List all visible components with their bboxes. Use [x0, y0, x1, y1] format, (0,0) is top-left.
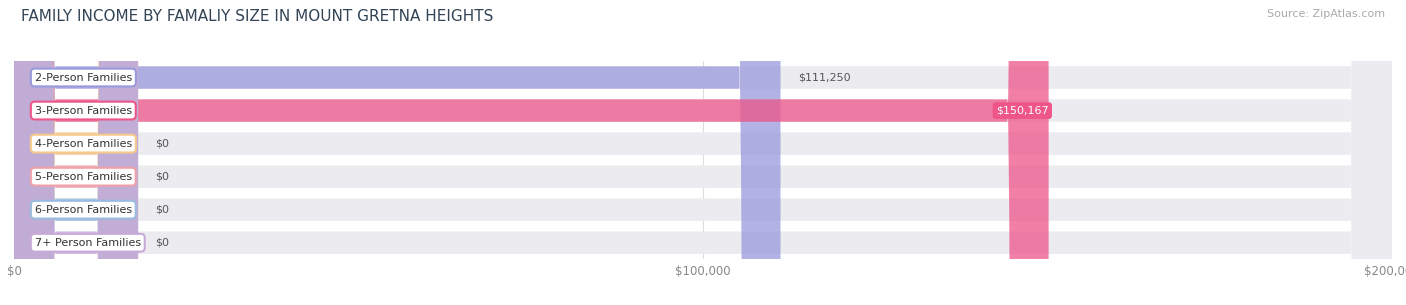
FancyBboxPatch shape — [14, 0, 138, 305]
FancyBboxPatch shape — [14, 0, 780, 305]
Text: 6-Person Families: 6-Person Families — [35, 205, 132, 215]
Text: $111,250: $111,250 — [797, 73, 851, 83]
Text: 2-Person Families: 2-Person Families — [35, 73, 132, 83]
FancyBboxPatch shape — [14, 0, 138, 305]
FancyBboxPatch shape — [14, 0, 1392, 305]
FancyBboxPatch shape — [14, 0, 1392, 305]
Text: 5-Person Families: 5-Person Families — [35, 172, 132, 182]
Text: 7+ Person Families: 7+ Person Families — [35, 238, 141, 248]
Text: $0: $0 — [155, 238, 169, 248]
Text: 3-Person Families: 3-Person Families — [35, 106, 132, 116]
FancyBboxPatch shape — [14, 0, 1049, 305]
FancyBboxPatch shape — [14, 0, 1392, 305]
FancyBboxPatch shape — [14, 0, 1392, 305]
Text: $0: $0 — [155, 138, 169, 149]
FancyBboxPatch shape — [14, 0, 1392, 305]
Text: 4-Person Families: 4-Person Families — [35, 138, 132, 149]
FancyBboxPatch shape — [14, 0, 1392, 305]
FancyBboxPatch shape — [14, 0, 138, 305]
FancyBboxPatch shape — [14, 0, 138, 305]
Text: FAMILY INCOME BY FAMALIY SIZE IN MOUNT GRETNA HEIGHTS: FAMILY INCOME BY FAMALIY SIZE IN MOUNT G… — [21, 9, 494, 24]
Text: $150,167: $150,167 — [995, 106, 1049, 116]
Text: $0: $0 — [155, 172, 169, 182]
Text: $0: $0 — [155, 205, 169, 215]
Text: Source: ZipAtlas.com: Source: ZipAtlas.com — [1267, 9, 1385, 19]
